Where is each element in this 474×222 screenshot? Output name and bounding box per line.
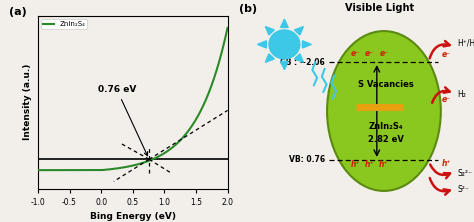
Text: 2.82 eV: 2.82 eV xyxy=(368,135,404,144)
Polygon shape xyxy=(302,41,311,48)
Text: S²⁻: S²⁻ xyxy=(457,185,469,194)
Text: e⁻: e⁻ xyxy=(441,95,450,104)
Polygon shape xyxy=(281,19,288,28)
Text: e⁻: e⁻ xyxy=(351,49,360,58)
Text: h⁺: h⁺ xyxy=(379,160,389,169)
Polygon shape xyxy=(281,61,288,70)
Ellipse shape xyxy=(327,31,441,191)
Text: 0.76 eV: 0.76 eV xyxy=(98,85,147,156)
Polygon shape xyxy=(294,54,303,62)
Polygon shape xyxy=(265,54,274,62)
Text: h⁺: h⁺ xyxy=(351,160,360,169)
Text: VB: 0.76: VB: 0.76 xyxy=(289,155,325,164)
X-axis label: Bing Energy (eV): Bing Energy (eV) xyxy=(90,212,176,221)
Text: h⁺: h⁺ xyxy=(441,159,451,168)
Circle shape xyxy=(269,30,300,59)
Text: S Vacancies: S Vacancies xyxy=(358,80,414,89)
Text: h⁺: h⁺ xyxy=(365,160,374,169)
Y-axis label: Intensity (a.u.): Intensity (a.u.) xyxy=(23,64,32,140)
Text: ZnIn₂S₄: ZnIn₂S₄ xyxy=(369,122,404,131)
Text: e⁻: e⁻ xyxy=(441,50,450,59)
Polygon shape xyxy=(294,27,303,35)
Text: e⁻: e⁻ xyxy=(379,49,389,58)
Text: Visible Light: Visible Light xyxy=(345,3,414,13)
Text: e⁻: e⁻ xyxy=(365,49,374,58)
Polygon shape xyxy=(265,27,274,35)
Polygon shape xyxy=(257,41,266,48)
Legend: ZnIn₂S₄: ZnIn₂S₄ xyxy=(41,19,87,29)
Text: H₂: H₂ xyxy=(457,90,466,99)
Text: S₂²⁻: S₂²⁻ xyxy=(457,169,473,178)
Text: (b): (b) xyxy=(239,4,257,14)
Text: CB : −2.06: CB : −2.06 xyxy=(280,58,325,67)
Text: H⁺/H₂O: H⁺/H₂O xyxy=(457,39,474,48)
Text: (a): (a) xyxy=(9,7,27,17)
